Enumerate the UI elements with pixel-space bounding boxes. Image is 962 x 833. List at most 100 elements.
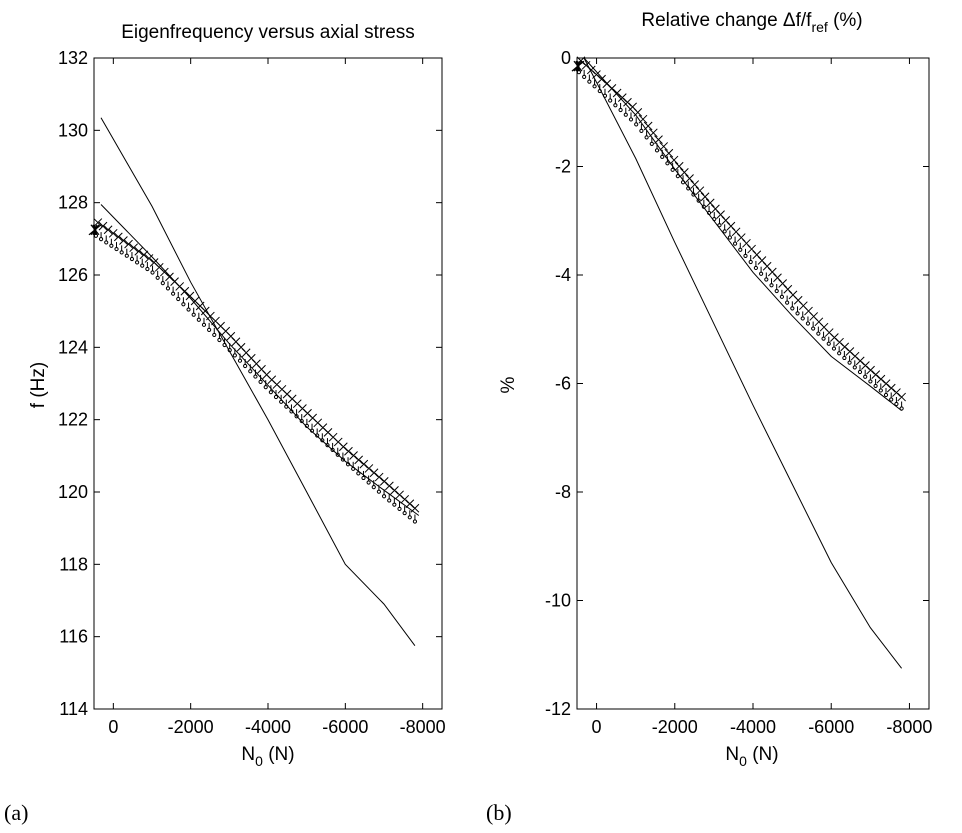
dot-marker bbox=[273, 394, 279, 400]
dot-marker bbox=[243, 363, 248, 369]
dot-marker bbox=[320, 438, 325, 443]
series-cross-markers-2 bbox=[576, 56, 906, 402]
dot-marker bbox=[852, 365, 857, 370]
dot-marker bbox=[289, 409, 294, 414]
dot-marker bbox=[899, 406, 904, 411]
x-ticks-b: 0 -2000 -4000 -6000 -8000 bbox=[592, 58, 932, 737]
dot-marker bbox=[160, 280, 165, 286]
cross-marker bbox=[119, 236, 128, 245]
dot-marker bbox=[356, 471, 361, 476]
y-tick-label: -12 bbox=[545, 699, 571, 719]
series-line-1 bbox=[583, 57, 902, 411]
cross-marker bbox=[705, 198, 715, 208]
dot-marker bbox=[878, 388, 883, 393]
dot-marker bbox=[212, 332, 217, 338]
dot-marker bbox=[201, 322, 207, 327]
cross-marker bbox=[134, 246, 144, 256]
cross-marker bbox=[359, 459, 369, 469]
dot-marker bbox=[258, 379, 263, 384]
dot-marker bbox=[397, 506, 402, 511]
y-tick-label: 118 bbox=[59, 554, 88, 574]
y-tick-label: -10 bbox=[545, 591, 571, 611]
dot-marker bbox=[842, 355, 847, 361]
cross-marker bbox=[633, 108, 643, 117]
start-cluster-mark bbox=[571, 60, 585, 72]
dot-marker bbox=[743, 253, 748, 258]
dot-marker bbox=[222, 342, 227, 348]
dot-marker bbox=[330, 447, 335, 453]
dot-marker bbox=[665, 161, 670, 166]
cross-marker bbox=[129, 243, 139, 253]
dot-marker bbox=[253, 374, 258, 379]
dot-marker bbox=[717, 223, 722, 228]
y-tick-label: 116 bbox=[59, 627, 88, 647]
dot-marker bbox=[227, 348, 232, 353]
dot-marker bbox=[207, 327, 212, 332]
plot-frame-b bbox=[576, 57, 930, 710]
cross-marker bbox=[410, 503, 420, 513]
cross-marker bbox=[98, 221, 108, 231]
y-tick-label: 132 bbox=[58, 48, 88, 68]
dot-marker bbox=[753, 265, 759, 271]
dot-marker bbox=[186, 307, 191, 312]
y-tick-label: 0 bbox=[561, 48, 571, 68]
dot-marker bbox=[660, 154, 665, 159]
dot-marker bbox=[109, 243, 114, 248]
dot-marker bbox=[691, 192, 696, 197]
dot-marker bbox=[150, 270, 155, 275]
dot-marker bbox=[268, 390, 273, 395]
x-tick-label: -8000 bbox=[400, 717, 446, 737]
cross-marker bbox=[685, 174, 694, 183]
dot-marker bbox=[376, 489, 382, 494]
dot-marker bbox=[145, 266, 150, 272]
dot-marker bbox=[134, 260, 140, 265]
cross-marker bbox=[108, 228, 118, 238]
dot-marker bbox=[129, 256, 135, 262]
dot-marker bbox=[191, 312, 196, 317]
y-tick-label: -2 bbox=[555, 157, 571, 177]
cross-marker bbox=[654, 135, 663, 144]
dot-marker bbox=[696, 198, 701, 203]
dot-marker bbox=[335, 452, 340, 457]
dot-marker bbox=[654, 148, 660, 153]
dot-marker bbox=[284, 404, 289, 409]
dot-marker bbox=[351, 466, 356, 471]
y-tick-label: 126 bbox=[58, 265, 88, 285]
x-ticks-a: 0 -2000 -4000 -6000 -8000 bbox=[108, 58, 446, 737]
x-axis-label-a: N0 (N) bbox=[241, 744, 294, 769]
x-tick-label: -6000 bbox=[808, 717, 854, 737]
dot-marker bbox=[863, 374, 868, 379]
dot-marker bbox=[649, 141, 654, 146]
cross-marker bbox=[124, 239, 133, 249]
dot-marker bbox=[680, 180, 686, 185]
dot-marker bbox=[582, 74, 587, 79]
cross-marker bbox=[113, 232, 123, 242]
series-dot-markers-3 bbox=[88, 224, 418, 524]
x-tick-label: -6000 bbox=[322, 717, 368, 737]
dot-marker bbox=[811, 326, 816, 331]
dot-marker bbox=[889, 397, 894, 402]
dot-marker bbox=[304, 423, 309, 428]
dot-marker bbox=[712, 216, 717, 222]
cross-marker bbox=[897, 392, 906, 402]
dot-marker bbox=[597, 88, 602, 94]
y-tick-label: 114 bbox=[59, 699, 88, 719]
dot-marker bbox=[675, 174, 680, 179]
cross-marker bbox=[648, 128, 658, 138]
dot-marker bbox=[628, 117, 634, 122]
dot-marker bbox=[764, 277, 769, 282]
dot-marker bbox=[114, 246, 119, 252]
cross-marker bbox=[674, 161, 684, 171]
dot-marker bbox=[392, 502, 397, 507]
dot-marker bbox=[873, 383, 878, 389]
dot-marker bbox=[831, 346, 837, 351]
dot-marker bbox=[93, 233, 99, 238]
dot-marker bbox=[883, 392, 889, 398]
panel-label-a: (a) bbox=[4, 800, 28, 825]
dot-marker bbox=[279, 399, 284, 404]
x-tick-label: 0 bbox=[108, 717, 118, 737]
dot-marker bbox=[155, 275, 160, 280]
x-tick-label: -4000 bbox=[245, 717, 291, 737]
y-ticks-a: 114 116 118 120 122 124 126 128 130 132 bbox=[58, 48, 442, 719]
dot-marker bbox=[639, 128, 644, 133]
